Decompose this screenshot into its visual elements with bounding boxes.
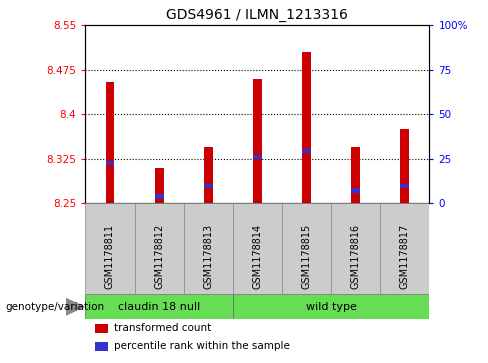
Bar (302, 52, 311, 203)
Text: GSM1178812: GSM1178812 (154, 224, 164, 290)
Text: genotype/variation: genotype/variation (5, 302, 104, 312)
Title: GDS4961 / ILMN_1213316: GDS4961 / ILMN_1213316 (166, 8, 348, 22)
Bar (105, 160, 114, 165)
Bar (253, 155, 262, 159)
Text: percentile rank within the sample: percentile rank within the sample (114, 341, 290, 351)
Bar (155, 168, 163, 203)
Bar (85, 294, 233, 319)
Text: GSM1178811: GSM1178811 (105, 224, 115, 290)
Bar (380, 203, 429, 294)
Bar (95, 324, 108, 333)
Bar (401, 129, 409, 203)
Bar (253, 79, 262, 203)
Bar (183, 203, 233, 294)
Bar (282, 203, 331, 294)
Text: GSM1178813: GSM1178813 (203, 224, 213, 290)
Bar (155, 195, 163, 199)
Bar (331, 203, 380, 294)
Bar (302, 149, 311, 153)
Bar (204, 147, 213, 203)
Text: GSM1178817: GSM1178817 (400, 224, 410, 290)
Text: wild type: wild type (305, 302, 357, 312)
Text: GSM1178814: GSM1178814 (252, 224, 263, 290)
Text: claudin 18 null: claudin 18 null (118, 302, 200, 312)
Bar (351, 147, 360, 203)
Bar (85, 203, 135, 294)
Bar (233, 203, 282, 294)
Bar (135, 203, 183, 294)
Bar (401, 184, 409, 188)
Text: GSM1178815: GSM1178815 (302, 224, 311, 290)
Bar (233, 294, 429, 319)
Polygon shape (66, 298, 85, 316)
Bar (351, 188, 360, 193)
Bar (105, 82, 114, 203)
Bar (95, 342, 108, 351)
Text: GSM1178816: GSM1178816 (351, 224, 361, 290)
Text: transformed count: transformed count (114, 323, 212, 333)
Bar (204, 184, 213, 188)
